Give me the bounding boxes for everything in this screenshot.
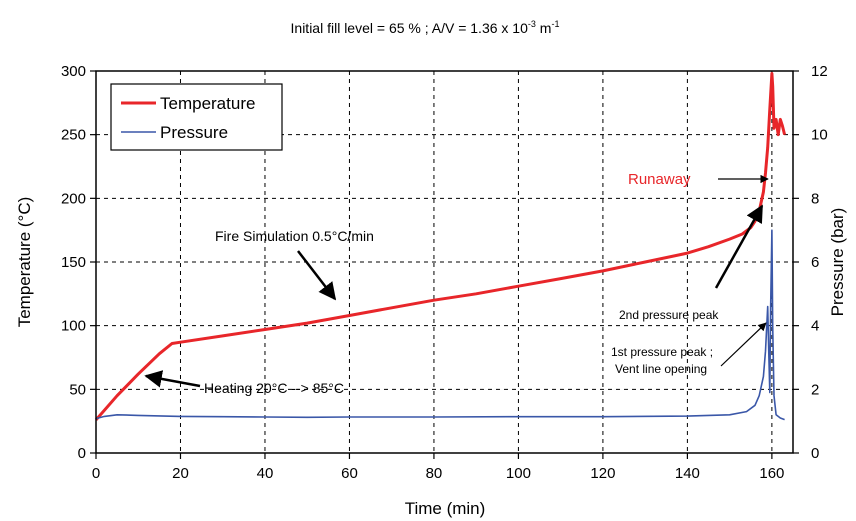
y-tick-label: 50	[69, 381, 86, 398]
axis-ticks: 0 20 40 60 80 100 120 140 160 0 50 100 150 200 250 300 0…	[61, 63, 828, 482]
x-tick-label: 80	[426, 465, 443, 482]
y2-axis-label: Pressure (bar)	[828, 208, 847, 317]
x-tick-label: 20	[172, 465, 189, 482]
series-line-temperature	[94, 72, 787, 421]
y2-tick-label: 8	[811, 190, 819, 207]
y2-tick-label: 4	[811, 318, 819, 335]
y2-tick-label: 2	[811, 381, 819, 398]
y2-tick-label: 0	[811, 445, 819, 462]
chart-title-main: Initial fill level = 65 % ; A/V = 1.36 x…	[291, 20, 529, 36]
x-axis-label: Time (min)	[405, 499, 486, 518]
x-tick-label: 60	[341, 465, 358, 482]
chart-title-unit-exponent: -1	[551, 19, 559, 29]
annotation-first-peak: 1st pressure peak ;	[611, 345, 713, 359]
y-tick-label: 250	[61, 127, 86, 144]
y-tick-label: 100	[61, 318, 86, 335]
annotation-fire-simulation: Fire Simulation 0.5°C/min	[215, 228, 374, 244]
y-tick-label: 0	[78, 445, 86, 462]
annotation-fire-simulation-arrow	[297, 250, 337, 301]
y-tick-label: 200	[61, 190, 86, 207]
x-tick-label: 100	[506, 465, 531, 482]
x-tick-label: 0	[92, 465, 100, 482]
y-tick-label: 150	[61, 254, 86, 271]
y-axis-label: Temperature (°C)	[15, 197, 34, 328]
chart-title: Initial fill level = 65 % ; A/V = 1.36 x…	[291, 19, 560, 36]
y-tick-label: 300	[61, 63, 86, 80]
annotation-vent-line: Vent line opening	[615, 362, 707, 376]
x-tick-label: 160	[759, 465, 784, 482]
annotation-second-peak-arrow	[714, 204, 764, 289]
x-tick-label: 120	[590, 465, 615, 482]
legend: Temperature Pressure	[110, 83, 283, 151]
annotation-runaway: Runaway	[628, 171, 691, 188]
annotations: Runaway Fire Simulation 0.5°C/min Heatin…	[144, 171, 769, 396]
chart-title-exponent: -3	[528, 19, 536, 29]
annotation-heating: Heating 20°C --> 85°C	[204, 380, 344, 396]
y2-tick-label: 10	[811, 127, 828, 144]
x-tick-label: 40	[257, 465, 274, 482]
annotation-heating-arrow	[144, 370, 201, 388]
legend-box	[110, 83, 283, 151]
series-line-pressure	[95, 229, 785, 421]
legend-label-temperature: Temperature	[160, 94, 255, 113]
y2-tick-label: 12	[811, 63, 828, 80]
series-layer	[94, 72, 787, 421]
x-tick-label: 140	[675, 465, 700, 482]
annotation-second-peak: 2nd pressure peak	[619, 308, 719, 322]
legend-label-pressure: Pressure	[160, 123, 228, 142]
annotation-first-peak-arrow	[720, 322, 767, 367]
chart-title-unit: m	[536, 20, 552, 36]
y2-tick-label: 6	[811, 254, 819, 271]
